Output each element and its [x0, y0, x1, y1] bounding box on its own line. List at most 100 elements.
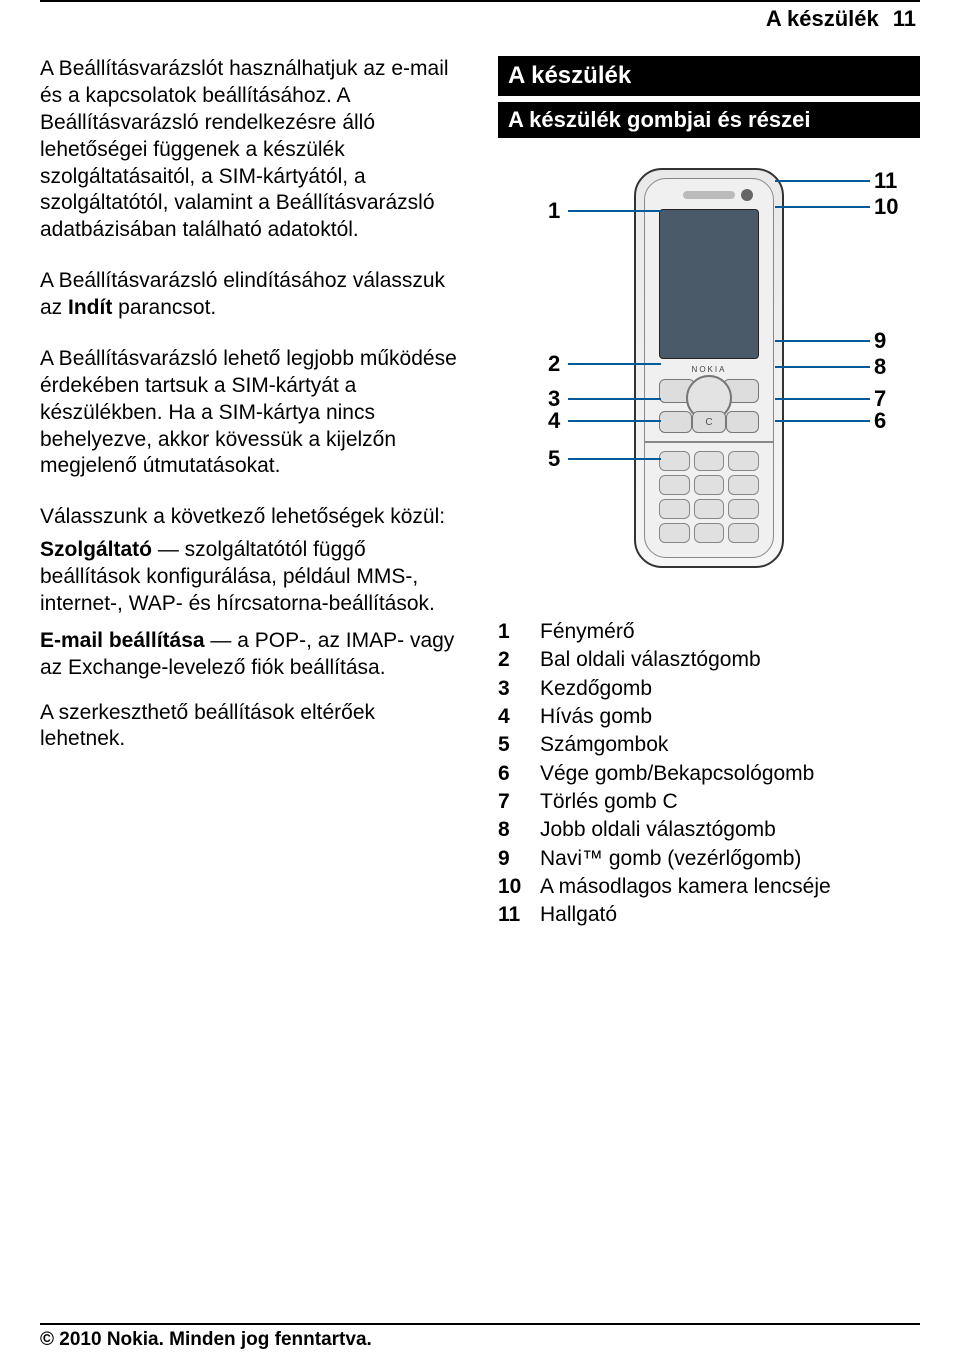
- diagram-lead-line: [775, 366, 870, 368]
- diagram-callout-left: 2: [548, 351, 560, 377]
- num-key: [659, 451, 690, 471]
- parts-legend-text: Kezdőgomb: [540, 675, 652, 703]
- keypad-row: [659, 499, 759, 519]
- parts-legend-number: 3: [498, 675, 526, 703]
- parts-legend-text: Törlés gomb C: [540, 788, 678, 816]
- parts-legend-row: 7 Törlés gomb C: [498, 788, 920, 816]
- num-key: [694, 451, 725, 471]
- end-key: [726, 411, 759, 433]
- diagram-lead-line: [568, 363, 661, 365]
- parts-legend-text: Hívás gomb: [540, 703, 652, 731]
- page-footer: © 2010 Nokia. Minden jog fenntartva.: [40, 1323, 920, 1351]
- mid-key-row: C: [659, 411, 759, 437]
- parts-legend-text: A másodlagos kamera lencséje: [540, 873, 831, 901]
- parts-legend-number: 1: [498, 618, 526, 646]
- diagram-callout-right: 11: [874, 168, 897, 194]
- keypad-row: [659, 475, 759, 495]
- parts-legend-row: 5 Számgombok: [498, 731, 920, 759]
- diagram-lead-line: [568, 420, 661, 422]
- num-key: [659, 475, 690, 495]
- num-key: [728, 451, 759, 471]
- parts-legend-number: 11: [498, 901, 526, 929]
- parts-legend-number: 4: [498, 703, 526, 731]
- call-key: [659, 411, 692, 433]
- option-email-setup-label: E-mail beállítása: [40, 629, 205, 652]
- phone-inner: NOKIA C: [644, 178, 774, 558]
- num-key: [728, 523, 759, 543]
- parts-legend-row: 8 Jobb oldali választógomb: [498, 816, 920, 844]
- option-email-setup: E-mail beállítása — a POP-, az IMAP- vag…: [40, 628, 462, 682]
- parts-legend-text: Hallgató: [540, 901, 617, 929]
- diagram-lead-line: [775, 206, 870, 208]
- diagram-callout-right: 9: [874, 328, 886, 354]
- diagram-lead-line: [568, 210, 661, 212]
- parts-legend-number: 8: [498, 816, 526, 844]
- parts-legend-number: 10: [498, 873, 526, 901]
- phone-body: NOKIA C: [634, 168, 784, 568]
- keypad-row: [659, 451, 759, 471]
- page: A készülék 11 A Beállításvarázslót haszn…: [0, 0, 960, 1371]
- num-key: [659, 523, 690, 543]
- option-service-provider: Szolgáltató — szolgáltatótól függő beáll…: [40, 537, 462, 618]
- parts-legend-row: 9 Navi™ gomb (vezérlőgomb): [498, 845, 920, 873]
- settings-vary-note: A szerkeszthető beállítások eltérőek leh…: [40, 700, 462, 754]
- diagram-lead-line: [775, 420, 870, 422]
- header-section: A készülék: [766, 6, 879, 32]
- keypad-row: [659, 523, 759, 543]
- diagram-lead-line: [568, 398, 661, 400]
- diagram-callout-right: 6: [874, 408, 886, 434]
- keypad: [659, 451, 759, 543]
- parts-legend-text: Számgombok: [540, 731, 668, 759]
- num-key: [659, 499, 690, 519]
- options-intro: Válasszunk a következő lehetőségek közül…: [40, 504, 462, 531]
- section-heading: A készülék: [498, 56, 920, 96]
- diagram-callout-left: 5: [548, 446, 560, 472]
- phone-earpiece: [683, 191, 735, 199]
- start-command: Indít: [68, 296, 112, 319]
- num-key: [694, 523, 725, 543]
- diagram-callout-left: 4: [548, 408, 560, 434]
- parts-legend-row: 11 Hallgató: [498, 901, 920, 929]
- phone-brand-label: NOKIA: [645, 365, 773, 374]
- page-header: A készülék 11: [40, 0, 920, 36]
- diagram-callout-right: 8: [874, 354, 886, 380]
- clear-key: C: [692, 411, 725, 433]
- parts-legend-text: Fénymérő: [540, 618, 635, 646]
- phone-screen: [659, 209, 759, 359]
- diagram-callout-right: 10: [874, 194, 898, 220]
- parts-legend-row: 6 Vége gomb/Bekapcsológomb: [498, 760, 920, 788]
- phone-diagram: NOKIA C: [498, 158, 920, 598]
- parts-legend-number: 5: [498, 731, 526, 759]
- num-key: [728, 499, 759, 519]
- parts-legend-number: 7: [498, 788, 526, 816]
- parts-legend-text: Bal oldali választógomb: [540, 646, 761, 674]
- parts-legend-text: Navi™ gomb (vezérlőgomb): [540, 845, 801, 873]
- diagram-lead-line: [775, 180, 870, 182]
- start-instruction: A Beállításvarázsló elindításához válass…: [40, 268, 462, 322]
- left-column: A Beállításvarázslót használhatjuk az e-…: [40, 56, 462, 930]
- parts-legend-number: 2: [498, 646, 526, 674]
- sim-note: A Beállításvarázsló lehető legjobb működ…: [40, 346, 462, 480]
- parts-legend-text: Vége gomb/Bekapcsológomb: [540, 760, 814, 788]
- right-column: A készülék A készülék gombjai és részei …: [498, 56, 920, 930]
- slide-separator: [645, 441, 773, 443]
- parts-legend-number: 9: [498, 845, 526, 873]
- num-key: [694, 499, 725, 519]
- subsection-heading: A készülék gombjai és részei: [498, 102, 920, 138]
- parts-legend-row: 10 A másodlagos kamera lencséje: [498, 873, 920, 901]
- num-key: [694, 475, 725, 495]
- parts-legend-row: 3 Kezdőgomb: [498, 675, 920, 703]
- parts-legend-text: Jobb oldali választógomb: [540, 816, 776, 844]
- phone-front-camera: [741, 189, 753, 201]
- diagram-callout-left: 1: [548, 198, 560, 224]
- parts-legend-row: 1 Fénymérő: [498, 618, 920, 646]
- start-instruction-post: parancsot.: [112, 296, 216, 319]
- diagram-lead-line: [775, 398, 870, 400]
- num-key: [728, 475, 759, 495]
- parts-legend-row: 2 Bal oldali választógomb: [498, 646, 920, 674]
- diagram-lead-line: [568, 458, 661, 460]
- parts-legend-number: 6: [498, 760, 526, 788]
- intro-paragraph: A Beállításvarázslót használhatjuk az e-…: [40, 56, 462, 244]
- parts-legend-row: 4 Hívás gomb: [498, 703, 920, 731]
- content-columns: A Beállításvarázslót használhatjuk az e-…: [0, 36, 960, 930]
